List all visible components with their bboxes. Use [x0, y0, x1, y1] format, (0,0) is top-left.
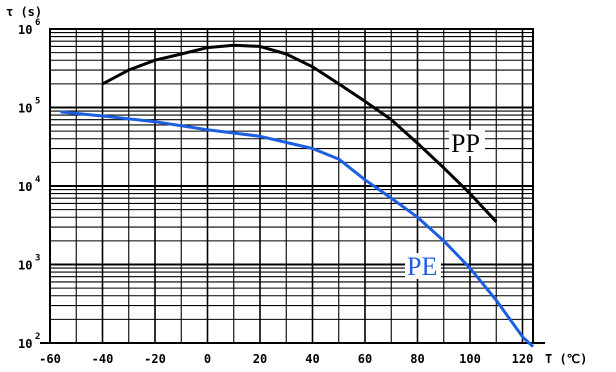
series-lines: PP PE	[60, 43, 535, 348]
x-tick-label: -20	[144, 352, 166, 366]
y-tick-label: 10	[18, 23, 32, 37]
grid	[40, 28, 545, 344]
series-line-pp	[101, 43, 498, 223]
x-tick-label: -60	[39, 352, 61, 366]
y-tick-exponent: 5	[35, 97, 40, 107]
x-tick-label: 60	[358, 352, 372, 366]
x-tick-label: 20	[253, 352, 267, 366]
x-tick-label: 40	[305, 352, 319, 366]
series-line-pe	[60, 110, 535, 348]
series-label-bg	[405, 253, 441, 279]
x-tick-label: 120	[512, 352, 534, 366]
x-axis-title: T (℃)	[545, 352, 587, 366]
y-tick-exponent: 6	[35, 18, 40, 28]
x-tick-label: 80	[410, 352, 424, 366]
y-tick-label: 10	[18, 102, 32, 116]
series-label-pe: PE	[407, 252, 437, 281]
x-tick-label: -40	[92, 352, 114, 366]
series-label-pp: PP	[451, 129, 480, 158]
y-tick-exponent: 2	[35, 332, 40, 342]
y-tick-exponent: 3	[35, 254, 40, 264]
x-tick-label: 0	[204, 352, 211, 366]
y-tick-label: 10	[18, 259, 32, 273]
series-label-bg	[449, 130, 485, 156]
y-tick-exponent: 4	[35, 175, 41, 185]
x-tick-label: 100	[459, 352, 481, 366]
y-tick-label: 10	[18, 180, 32, 194]
y-axis-title: τ (s)	[6, 5, 42, 19]
y-tick-label: 10	[18, 337, 32, 351]
